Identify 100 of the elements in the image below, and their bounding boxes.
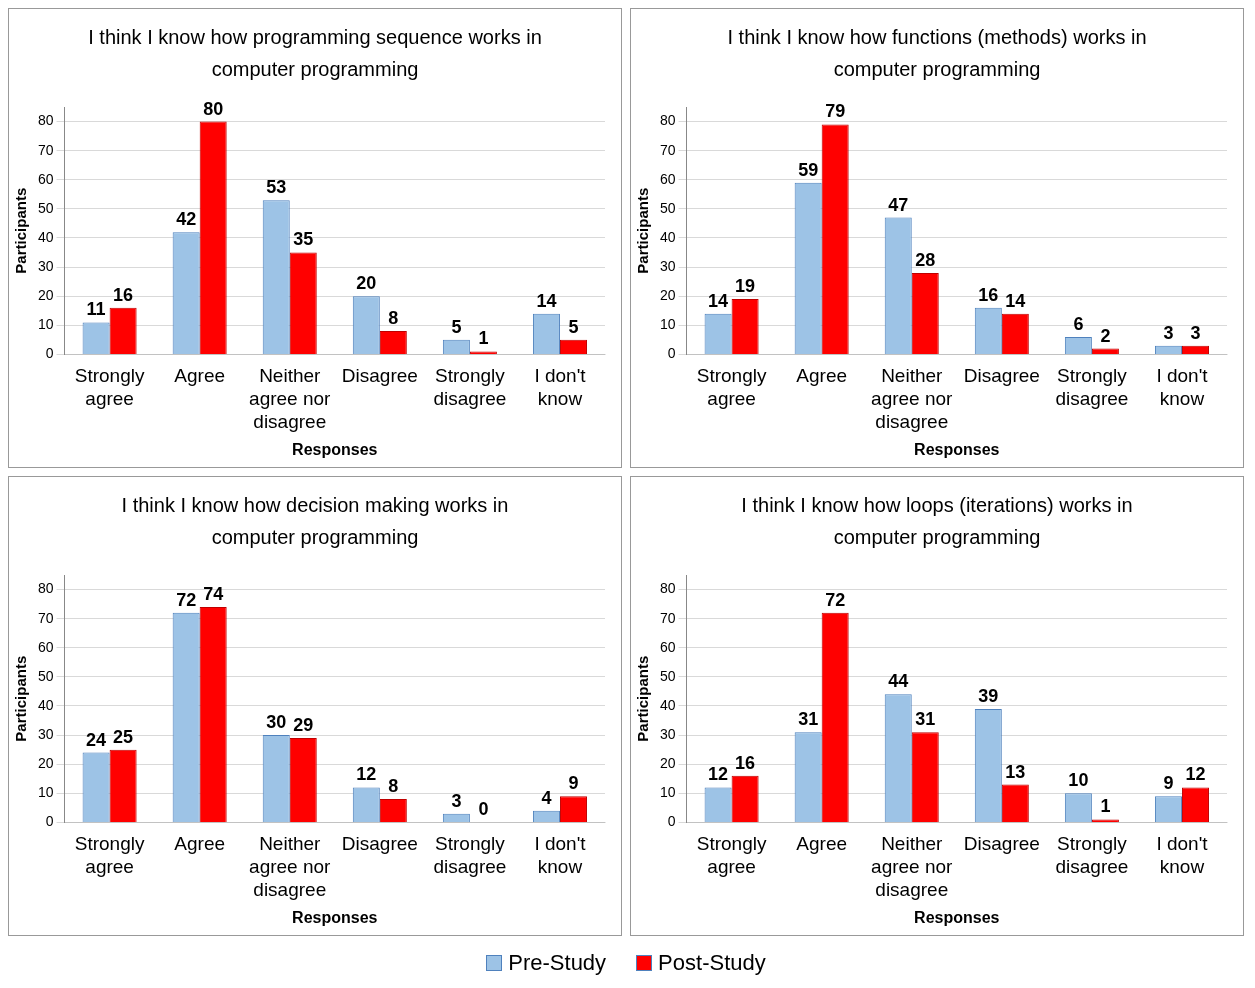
x-axis-title: Responses (914, 440, 1000, 458)
data-label: 72 (825, 589, 846, 610)
chart-title: I think I know how functions (methods) works in computer programming (726, 25, 1148, 80)
data-label: 8 (388, 776, 399, 797)
y-tick-label: 40 (37, 228, 54, 245)
x-tick-label: Agree (174, 365, 226, 387)
data-label: 5 (568, 316, 579, 337)
x-tick-label: Strongly disagree (433, 365, 507, 409)
x-tick-label: Neither agree nor disagree (871, 833, 954, 900)
y-tick-label: 0 (667, 813, 676, 830)
y-tick-label: 40 (659, 696, 676, 713)
y-tick-label: 0 (45, 813, 54, 830)
data-label: 1 (478, 328, 489, 349)
y-axis-title: Participants (12, 655, 30, 742)
y-tick-label: 80 (37, 580, 54, 597)
x-axis-title: Responses (292, 908, 378, 926)
y-tick-label: 10 (659, 784, 676, 801)
data-label: 16 (113, 284, 134, 305)
data-label: 39 (978, 685, 999, 706)
data-label: 79 (825, 101, 846, 122)
y-tick-label: 10 (37, 784, 54, 801)
y-tick-label: 50 (37, 199, 54, 216)
data-label: 59 (798, 159, 819, 180)
data-label: 12 (356, 764, 377, 785)
chart-title: I think I know how decision making works in computer programming (120, 493, 510, 548)
x-axis-title: Responses (914, 908, 1000, 926)
x-axis-title: Responses (292, 440, 378, 458)
y-tick-label: 60 (37, 638, 54, 655)
data-label: 30 (266, 712, 287, 733)
data-label: 20 (356, 273, 377, 294)
data-label: 31 (798, 709, 819, 730)
data-label: 0 (478, 799, 489, 820)
data-label: 29 (293, 714, 314, 735)
y-axis-title: Participants (634, 187, 652, 274)
x-tick-label: Disagree (963, 365, 1040, 387)
x-tick-label: Agree (174, 833, 226, 855)
data-label: 13 (1005, 761, 1026, 782)
y-tick-label: 40 (37, 696, 54, 713)
y-tick-label: 80 (37, 112, 54, 129)
y-tick-label: 20 (659, 755, 676, 772)
x-tick-label: Strongly disagree (1055, 833, 1129, 877)
data-label: 47 (888, 194, 909, 215)
y-tick-label: 30 (37, 257, 54, 274)
y-tick-label: 30 (659, 257, 676, 274)
x-tick-label: Disagree (341, 365, 418, 387)
data-label: 1 (1100, 796, 1111, 817)
legend-label: Pre-Study (508, 950, 607, 976)
y-tick-label: 10 (659, 316, 676, 333)
data-label: 16 (978, 284, 999, 305)
data-label: 44 (888, 671, 909, 692)
data-label: 8 (388, 308, 399, 329)
y-tick-label: 60 (659, 638, 676, 655)
y-tick-label: 50 (37, 667, 54, 684)
y-tick-label: 50 (659, 199, 676, 216)
x-tick-label: Strongly agree (74, 833, 145, 877)
chart-title: I think I know how programming sequence works in computer programming (87, 25, 543, 80)
x-tick-label: I don't know (534, 833, 587, 877)
x-tick-label: Neither agree nor disagree (249, 365, 332, 432)
x-tick-label: Strongly disagree (1055, 365, 1129, 409)
data-label: 42 (176, 209, 197, 230)
data-label: 72 (176, 589, 197, 610)
y-axis-title: Participants (634, 655, 652, 742)
legend-label: Post-Study (658, 950, 766, 976)
data-label: 80 (203, 98, 224, 119)
y-tick-label: 10 (37, 316, 54, 333)
data-label: 9 (568, 773, 579, 794)
y-tick-label: 60 (659, 170, 676, 187)
data-label: 14 (1005, 290, 1026, 311)
y-tick-label: 70 (659, 141, 676, 158)
y-tick-label: 70 (37, 141, 54, 158)
y-tick-label: 20 (659, 287, 676, 304)
y-tick-label: 80 (659, 580, 676, 597)
data-label: 2 (1100, 325, 1111, 346)
y-tick-label: 20 (37, 755, 54, 772)
data-label: 9 (1163, 773, 1174, 794)
data-label: 5 (451, 316, 462, 337)
data-label: 31 (915, 709, 936, 730)
x-tick-label: Neither agree nor disagree (249, 833, 332, 900)
x-tick-label: Agree (796, 365, 848, 387)
y-tick-label: 30 (659, 725, 676, 742)
data-label: 14 (536, 290, 557, 311)
y-tick-label: 0 (667, 345, 676, 362)
data-label: 35 (293, 229, 314, 250)
data-label: 16 (735, 752, 756, 773)
x-tick-label: Strongly agree (696, 833, 767, 877)
x-tick-label: Strongly agree (696, 365, 767, 409)
data-label: 19 (735, 276, 756, 297)
x-tick-label: Disagree (963, 833, 1040, 855)
data-label: 3 (451, 790, 462, 811)
x-tick-label: Neither agree nor disagree (871, 365, 954, 432)
data-label: 12 (708, 764, 729, 785)
x-tick-label: Agree (796, 833, 848, 855)
x-tick-label: I don't know (534, 365, 587, 409)
data-label: 24 (86, 729, 107, 750)
y-axis-title: Participants (12, 187, 30, 274)
y-tick-label: 40 (659, 228, 676, 245)
data-label: 28 (915, 249, 936, 270)
y-tick-label: 50 (659, 667, 676, 684)
data-label: 25 (113, 726, 134, 747)
data-label: 10 (1068, 770, 1089, 791)
